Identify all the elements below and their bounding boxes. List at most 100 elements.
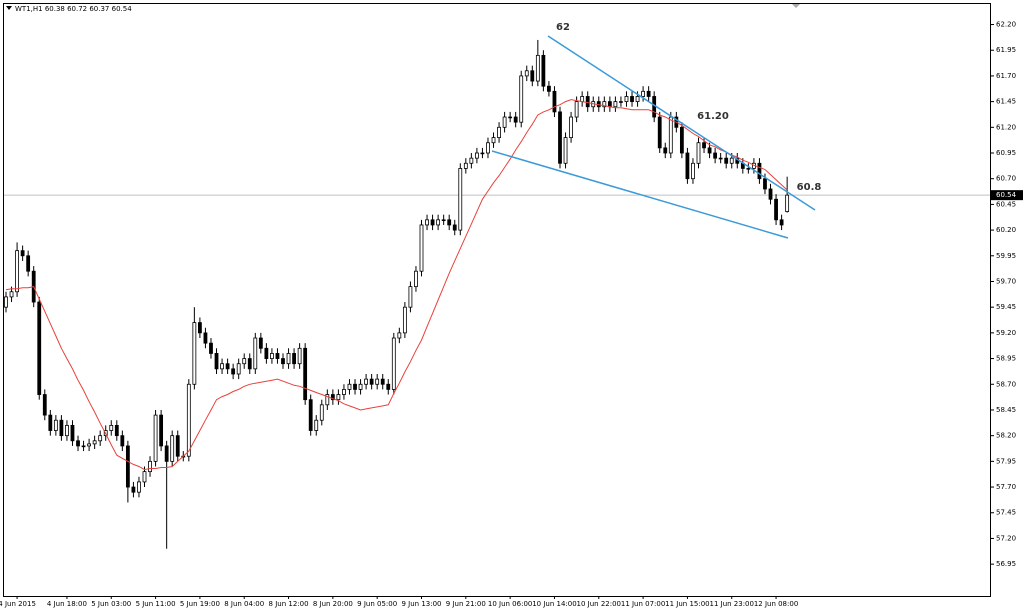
candle-body [358,383,363,390]
candle-body [569,116,573,138]
candle-body [297,347,302,365]
candle-body [342,389,346,395]
candle-body [779,219,784,226]
candle-body [9,291,14,298]
x-tick-label: 9 Jun 05:00 [357,600,397,608]
candle-body [253,337,258,370]
candle-body [369,378,374,385]
candle-body [380,378,385,385]
candle-body [447,219,452,226]
candle-body [552,90,557,113]
candle-body [336,394,341,401]
candle-body [375,378,380,385]
candle-body [353,383,357,390]
candle-body [231,368,236,375]
candle-body [242,358,247,365]
candle-body [414,270,418,288]
y-tick-label: 58.45 [996,406,1016,414]
candle-body [624,96,629,103]
candle-body [15,250,19,293]
candle-body [330,394,335,401]
candle-body [679,126,684,154]
candle-body [458,168,463,231]
shift-marker [792,4,800,8]
x-tick-label: 8 Jun 12:00 [269,600,309,608]
y-tick-label: 57.70 [996,483,1016,491]
candle-body [186,383,191,457]
x-tick-label: 8 Jun 20:00 [313,600,353,608]
candle-body [480,152,485,155]
annotation: 61.20 [697,111,729,122]
candle-body [724,157,729,164]
candle-body [541,54,546,87]
x-tick-label: 10 Jun 14:00 [532,600,576,608]
candle-body [170,435,175,462]
x-tick-label: 12 Jun 08:00 [754,600,798,608]
candle-body [785,194,790,212]
candle-body [491,137,496,144]
y-tick-label: 59.45 [996,303,1016,311]
candle-body [197,322,202,334]
candle-body [757,162,762,180]
candle-body [524,70,529,77]
x-tick-label: 5 Jun 11:00 [136,600,176,608]
chart-title: WT1,H1 60.38 60.72 60.37 60.54 [15,5,132,13]
y-tick-label: 61.70 [996,72,1016,80]
y-tick-label: 60.45 [996,200,1016,208]
candle-body [547,85,551,92]
x-tick-label: 4 Jun 18:00 [47,600,87,608]
candle-body [657,116,662,149]
y-tick-label: 59.20 [996,329,1016,337]
candle-body [469,157,474,164]
candle-body [4,296,8,308]
candle-body [53,419,58,431]
candle-body [474,152,479,159]
x-tick-label: 11 Jun 23:00 [710,600,754,608]
candle-body [209,342,213,354]
candle-body [347,383,352,390]
candle-body [408,286,413,308]
candle-body [425,219,429,226]
candle-body [270,353,274,359]
candle-body [203,332,208,344]
candle-body [220,363,224,370]
candle-body [42,394,47,416]
y-tick-label: 60.20 [996,226,1016,234]
candle-body [59,419,64,437]
candle-body [303,347,308,401]
candle-body [436,219,441,226]
y-tick-label: 58.95 [996,355,1016,363]
candle-body [707,147,712,154]
candle-body [486,142,490,154]
candle-body [763,178,767,190]
candle-body [696,142,701,164]
candle-body [646,90,651,97]
candle-body [419,224,424,272]
candle-body [258,337,263,349]
candle-body [635,96,640,103]
y-tick-label: 57.45 [996,509,1016,517]
candle-body [497,126,501,138]
candle-body [109,424,114,431]
candle-body [120,435,125,447]
annotation: 60.8 [797,182,822,193]
x-tick-label: 8 Jun 04:00 [224,600,264,608]
candle-body [325,394,330,406]
price-tag [991,190,1023,201]
y-tick-label: 56.95 [996,560,1016,568]
candle-body [530,70,535,82]
candle-body [37,301,42,395]
candle-body [264,347,269,359]
candle-body [519,75,524,123]
candle-body [148,460,152,473]
candle-body [718,157,723,160]
candle-body [281,358,285,365]
y-tick-label: 61.95 [996,46,1016,54]
candle-body [746,168,751,170]
candle-body [386,383,391,390]
candle-body [685,152,690,180]
x-tick-label: 9 Jun 13:00 [401,600,441,608]
candle-body [630,96,634,103]
y-tick-label: 57.95 [996,457,1016,465]
